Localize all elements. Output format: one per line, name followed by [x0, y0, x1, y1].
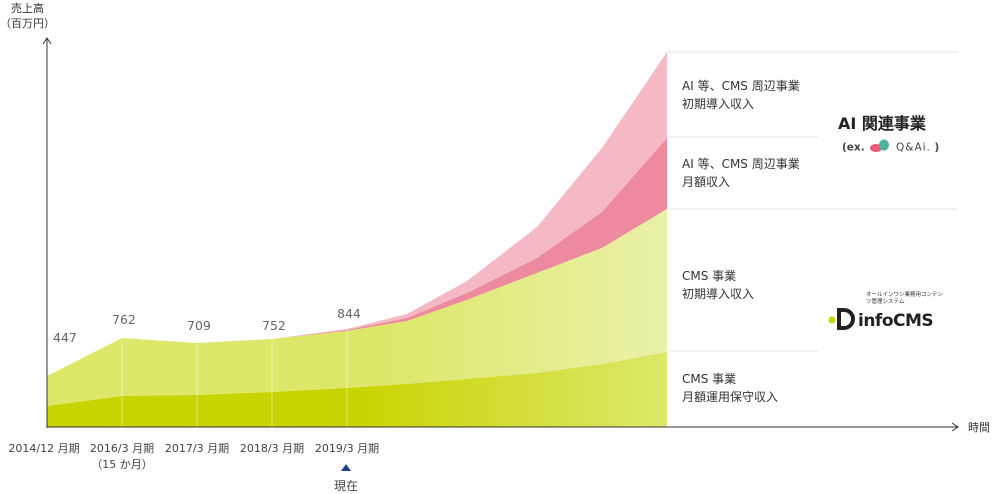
ai-example-open: (ex.: [842, 141, 865, 154]
data-label: 844: [337, 306, 361, 321]
ai-example: (ex. Q&Ai. ): [842, 139, 939, 156]
data-label: 762: [112, 312, 136, 327]
y-axis-label: 売上高: [11, 2, 44, 15]
segment-label-ai-initial: AI 等、CMS 周辺事業 初期導入収入: [682, 79, 800, 111]
y-axis-arrow: [42, 37, 52, 45]
area-ai-monthly: [47, 138, 667, 376]
current-marker-label: 現在: [333, 479, 358, 493]
current-marker-triangle: [341, 464, 351, 471]
segment-label-cms-initial: CMS 事業 初期導入収入: [682, 269, 755, 301]
x-tick-label: 2019/3 月期: [314, 442, 380, 455]
x-tick-label: 2014/12 月期: [8, 442, 80, 455]
infocms-logo: オールインワン業務用コンテンツ管理システム infoCMS: [828, 292, 944, 336]
segment-label-cms-monthly: CMS 事業 月額運用保守収入: [682, 372, 779, 404]
infocms-tagline: オールインワン業務用コンテンツ管理システム: [866, 292, 944, 305]
infocms-mark-icon: [828, 306, 858, 336]
area-cms-monthly: [47, 352, 667, 427]
x-tick-label: 2017/3 月期: [164, 442, 230, 455]
area-cms-initial: [47, 209, 667, 406]
data-label: 447: [53, 330, 77, 345]
y-axis-unit: （百万円）: [0, 17, 55, 30]
x-axis-arrow: [951, 422, 959, 432]
ai-example-product: Q&Ai.: [896, 141, 931, 154]
x-axis-label: 時間: [968, 421, 990, 434]
qai-logo-icon: [869, 139, 891, 156]
x-tick-label: 2016/3 月期: [89, 442, 155, 455]
data-label: 709: [187, 318, 211, 333]
x-tick-sublabel: （15 か月）: [91, 458, 153, 471]
infocms-wordmark: infoCMS: [858, 311, 934, 331]
segment-label-ai-monthly: AI 等、CMS 周辺事業 月額収入: [682, 157, 800, 189]
x-tick-label: 2018/3 月期: [239, 442, 305, 455]
data-label: 752: [262, 318, 286, 333]
ai-example-close: ): [934, 141, 940, 154]
ai-business-title: AI 関連事業: [838, 114, 926, 133]
